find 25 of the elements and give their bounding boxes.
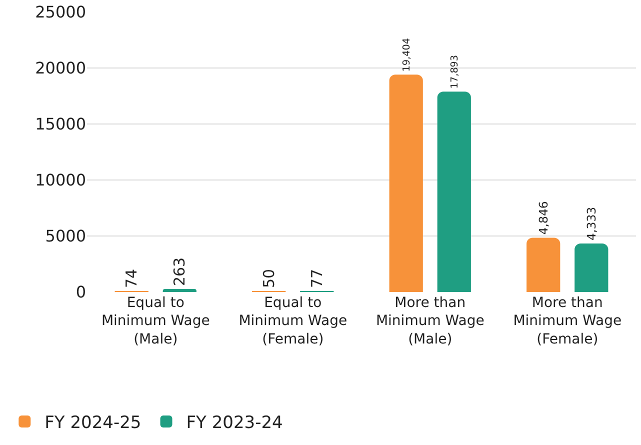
x-tick-label: More than Minimum Wage (Male): [376, 295, 484, 348]
y-tick-label: 0: [76, 282, 86, 302]
legend-label: FY 2024-25: [44, 413, 142, 434]
data-label: 4,333: [584, 206, 598, 240]
data-label: 263: [170, 257, 189, 286]
y-tick-label: 5000: [45, 226, 86, 246]
data-label: 74: [122, 268, 141, 288]
x-tick-label: Equal to Minimum Wage (Male): [101, 295, 210, 348]
bar: [389, 74, 423, 292]
data-label: 77: [308, 268, 326, 288]
data-label: 19,404: [401, 38, 412, 72]
y-tick-label: 20000: [35, 58, 86, 78]
x-tick-label: Equal to Minimum Wage (Female): [238, 295, 348, 348]
legend-label: FY 2023-24: [186, 413, 283, 434]
data-label: 17,893: [449, 54, 460, 89]
x-tick-label: More than Minimum Wage (Female): [513, 295, 622, 348]
y-tick-label: 25000: [35, 2, 86, 22]
y-tick-label: 10000: [35, 170, 86, 190]
bar: [574, 243, 608, 292]
data-label: 4,846: [536, 201, 550, 235]
y-tick-label: 15000: [35, 114, 86, 134]
data-label: 50: [260, 268, 278, 288]
bar: [437, 92, 471, 292]
bar: [162, 289, 196, 292]
bar: [526, 238, 560, 292]
